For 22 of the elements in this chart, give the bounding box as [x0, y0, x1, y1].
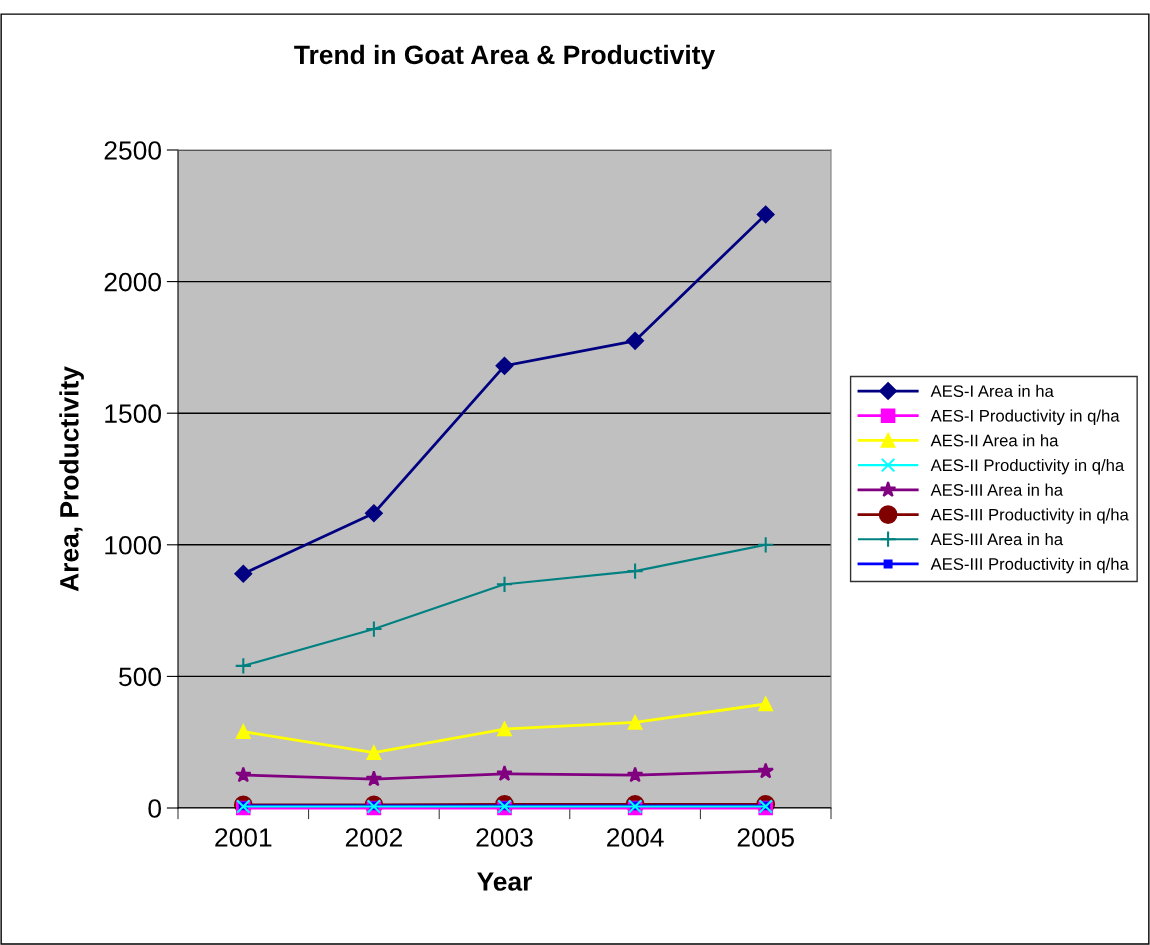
x-tick-label: 2005 [737, 828, 794, 847]
legend-label: AES-III Productivity in q/ha [930, 557, 1129, 574]
x-tick-label: 2002 [345, 828, 402, 847]
legend-label: AES-III Productivity in q/ha [930, 508, 1129, 524]
x-tick-label: 2003 [476, 828, 533, 847]
y-tick-label: 500 [119, 667, 161, 687]
y-tick-label: 0 [148, 799, 161, 818]
legend-label: AES-II Productivity in q/ha [930, 458, 1125, 475]
legend-label: AES-I Productivity in q/ha [930, 409, 1120, 426]
x-tick-label: 2004 [607, 828, 664, 847]
y-tick-label: 1500 [105, 404, 161, 424]
y-tick-label: 2500 [104, 141, 161, 160]
x-tick-label: 2001 [215, 828, 272, 847]
x-axis-title: Year [477, 872, 532, 891]
y-tick-label: 1000 [105, 535, 161, 555]
legend-label: AES-III Area in ha [930, 532, 1064, 546]
y-tick-label: 2000 [104, 272, 161, 292]
chart-title: Trend in Goat Area & Productivity [294, 44, 716, 70]
legend-label: AES-II Area in ha [930, 434, 1059, 447]
y-axis-title: Area, Productivity [59, 366, 84, 592]
legend-label: AES-III Area in ha [930, 483, 1064, 496]
legend-label: AES-I Area in ha [930, 384, 1054, 398]
